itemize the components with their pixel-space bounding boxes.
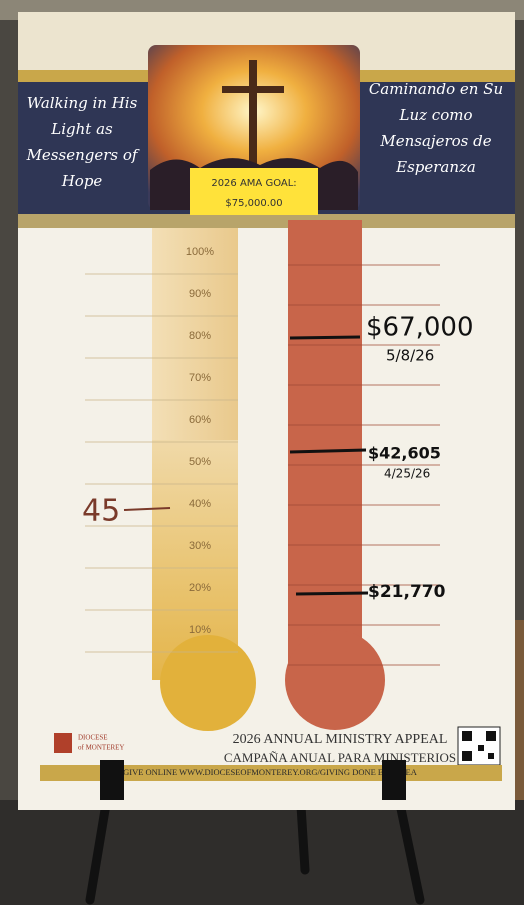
percent-label: 20% [189,582,211,594]
percent-label: 60% [189,414,211,426]
red-bulb [285,630,385,730]
marker-label: 45 [82,494,120,529]
progress-date: 5/8/26 [386,347,434,365]
title-left: Light as [50,120,113,138]
cross [249,60,257,170]
progress-line [296,593,368,594]
easel-clip [100,760,124,800]
title-left: Hope [61,172,103,190]
percent-label: 70% [189,372,211,384]
title-left: Walking in His [27,94,138,112]
progress-amount: $21,770 [368,582,446,602]
percent-label: 50% [189,456,211,468]
progress-date: 4/25/26 [384,467,430,481]
give-online: GIVE ONLINE WWW.DIOCESEOFMONTEREY.ORG/GI… [123,767,418,777]
page: {"header":{"left_title":["Walking in His… [0,0,524,905]
percent-label: 30% [189,540,211,552]
photo: 2026 AMA GOAL: $75,000.00 Walking in His… [0,0,524,905]
logo-text: DIOCESE [78,734,108,742]
gold-stripe [18,214,515,228]
progress-line [290,337,360,338]
logo-text: of MONTEREY [78,744,124,752]
progress-amount: $42,605 [368,444,441,463]
title-left: Messengers of [26,146,140,164]
thermometer-bulb [160,635,256,731]
title-right: Luz como [399,106,473,124]
percent-label: 10% [189,624,211,636]
easel-clip [382,760,406,800]
percent-label: 90% [189,288,211,300]
percent-label: 80% [189,330,211,342]
goal-label: 2026 AMA GOAL: [211,178,296,189]
progress-line [290,450,366,452]
title-right: Esperanza [395,158,476,176]
percent-label: 100% [186,246,214,258]
footer-title: CAMPAÑA ANUAL PARA MINISTERIOS [224,750,456,765]
progress-amount: $67,000 [366,313,474,343]
logo-icon [54,733,72,753]
title-right: Mensajeros de [379,132,491,150]
percent-label: 40% [189,498,211,510]
title-right: Caminando en Su [369,80,503,98]
footer-title: 2026 ANNUAL MINISTRY APPEAL [233,732,448,747]
goal-amount: $75,000.00 [225,198,282,209]
floor [0,800,524,905]
cross [222,86,284,93]
